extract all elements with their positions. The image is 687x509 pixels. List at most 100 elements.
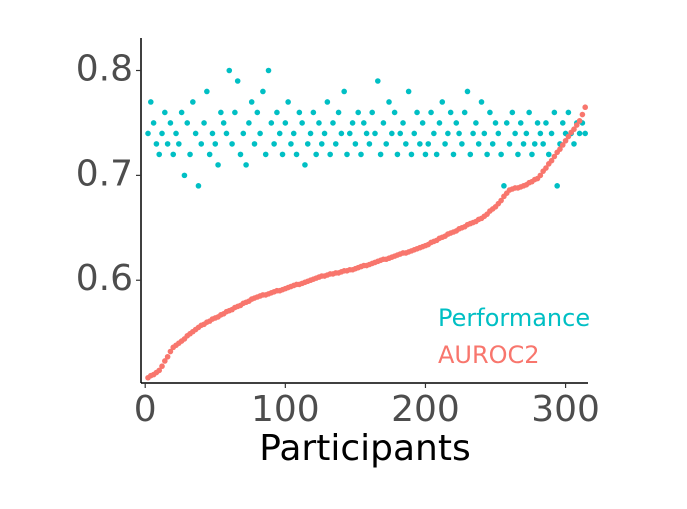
point — [274, 109, 280, 116]
point — [164, 141, 171, 147]
point — [554, 183, 560, 189]
point — [436, 120, 443, 126]
point — [515, 151, 521, 158]
point — [215, 162, 221, 168]
point — [192, 130, 199, 137]
point — [473, 120, 479, 126]
point — [145, 130, 151, 137]
point — [405, 88, 412, 95]
point — [442, 141, 448, 147]
point — [403, 141, 409, 147]
point — [428, 109, 434, 116]
point — [417, 141, 423, 147]
point — [540, 141, 546, 147]
point — [562, 137, 569, 144]
point — [296, 109, 303, 116]
y-tick-label: 0.7 — [76, 153, 133, 194]
point — [159, 363, 165, 370]
point — [529, 151, 535, 158]
point — [375, 78, 381, 84]
point — [358, 151, 364, 158]
point — [313, 151, 319, 158]
point — [257, 130, 263, 137]
point — [534, 120, 541, 126]
point — [285, 99, 291, 105]
point — [330, 120, 336, 126]
point — [352, 141, 359, 147]
point — [576, 118, 583, 124]
point — [523, 130, 530, 137]
point — [332, 141, 339, 147]
point — [520, 141, 527, 147]
point — [445, 130, 451, 137]
point — [307, 130, 314, 137]
y-tick-label: 0.6 — [76, 258, 133, 299]
point — [167, 120, 174, 126]
point — [220, 120, 227, 126]
point — [201, 120, 207, 126]
point — [565, 133, 572, 140]
point — [156, 151, 163, 158]
point — [153, 141, 160, 147]
point — [425, 141, 432, 147]
point — [156, 367, 163, 374]
point — [495, 130, 502, 137]
point — [206, 151, 213, 158]
point — [302, 162, 308, 168]
point — [431, 130, 437, 137]
point — [461, 109, 468, 116]
point — [453, 120, 460, 126]
point — [212, 141, 219, 147]
point — [223, 130, 230, 137]
point — [268, 120, 275, 126]
point — [551, 153, 558, 160]
point — [484, 151, 490, 158]
x-tick-label: 300 — [531, 389, 600, 430]
point — [456, 130, 462, 137]
point — [394, 151, 401, 158]
point — [559, 120, 566, 126]
point — [498, 151, 504, 158]
point — [501, 183, 507, 189]
point — [543, 165, 549, 171]
point — [226, 67, 233, 74]
point — [582, 130, 588, 137]
point — [150, 120, 157, 126]
point — [335, 109, 342, 116]
point — [503, 120, 510, 126]
point — [531, 141, 538, 147]
point — [240, 130, 247, 137]
x-axis-label: Participants — [259, 428, 470, 469]
point — [543, 120, 549, 126]
point — [341, 88, 347, 95]
point — [344, 151, 350, 158]
legend-entry: Performance — [438, 304, 590, 332]
point — [464, 88, 471, 95]
point — [187, 151, 193, 158]
point — [512, 130, 518, 137]
point — [377, 151, 384, 158]
point — [383, 141, 390, 147]
point — [386, 99, 392, 105]
point — [548, 157, 555, 164]
point — [380, 120, 387, 126]
point — [573, 122, 580, 128]
point — [475, 141, 482, 147]
point — [162, 109, 168, 116]
point — [509, 109, 516, 116]
point — [414, 109, 420, 116]
point — [582, 104, 588, 111]
point — [254, 109, 261, 116]
point — [198, 141, 205, 147]
point — [422, 151, 429, 158]
point — [318, 141, 325, 147]
point — [324, 99, 331, 105]
point — [369, 109, 376, 116]
point — [433, 151, 440, 158]
point — [279, 151, 286, 158]
point — [327, 151, 333, 158]
point — [243, 162, 249, 168]
point — [579, 111, 586, 118]
legend-entry: AUROC2 — [438, 341, 540, 369]
